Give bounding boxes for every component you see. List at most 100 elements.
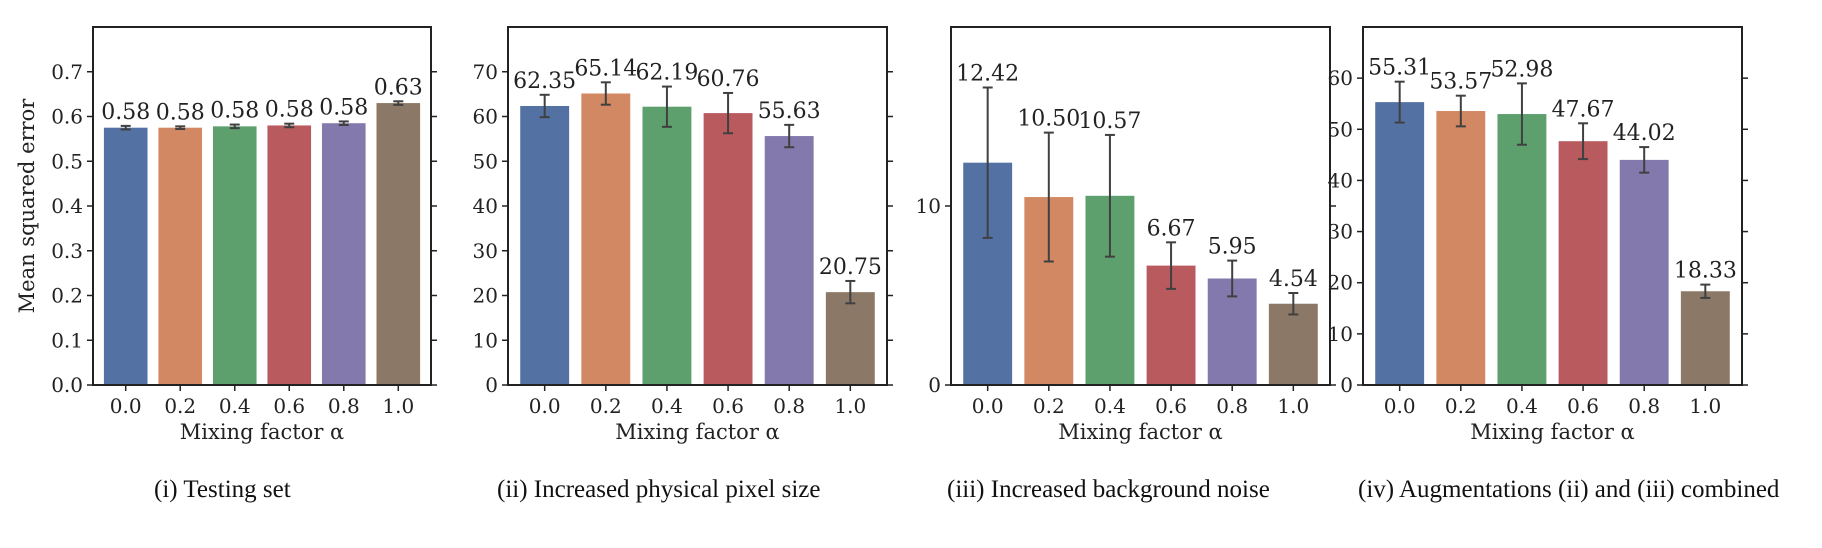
y-tick-label: 30: [1328, 220, 1353, 244]
axes-frame: [950, 26, 1331, 386]
chart-panel-3: 12.42 0.0 10.50 0.2 10.57 0.4 6.67 0.6 5.95 0.8 4.…: [916, 26, 1336, 444]
x-tick-label: 0.4: [1506, 394, 1538, 418]
y-tick-label: 0.7: [51, 60, 83, 84]
bar: [1558, 141, 1608, 385]
x-tick-label: 0.2: [1033, 394, 1065, 418]
bar: [520, 105, 570, 385]
x-tick-label: 0.2: [1445, 394, 1477, 418]
y-tick-label: 20: [473, 284, 498, 308]
data-label: 0.58: [265, 98, 314, 123]
data-label: 18.33: [1674, 259, 1737, 284]
data-label: 5.95: [1208, 235, 1257, 260]
x-tick-label: 0.6: [1155, 394, 1187, 418]
bar: [212, 126, 257, 385]
y-tick-label: 60: [1328, 66, 1353, 90]
x-axis-label: Mixing factor α: [1058, 420, 1222, 444]
y-tick-label: 10: [1328, 322, 1353, 346]
y-tick-label: 0.3: [51, 239, 83, 263]
y-tick-label: 0: [1340, 373, 1353, 397]
chart-panel-4: 55.31 0.0 53.57 0.2 52.98 0.4 47.67 0.6 44.02 0.8…: [1328, 26, 1748, 444]
x-tick-label: 0.2: [164, 394, 196, 418]
bar: [158, 127, 203, 385]
x-tick-label: 0.4: [651, 394, 683, 418]
data-label: 62.19: [635, 61, 698, 86]
axes-frame: [92, 26, 432, 386]
chart-panel-1: 0.58 0.0 0.58 0.2 0.58 0.4 0.58 0.6 0.58 0.8 0.63 1…: [15, 26, 437, 444]
data-label: 0.63: [374, 75, 423, 100]
y-tick-label: 30: [473, 239, 498, 263]
y-tick-label: 60: [473, 105, 498, 129]
data-label: 52.98: [1490, 57, 1553, 82]
x-tick-label: 0.8: [1216, 394, 1248, 418]
y-tick-label: 0.0: [51, 373, 83, 397]
y-tick-label: 50: [473, 149, 498, 173]
caption-iv: (iv) Augmentations (ii) and (iii) combin…: [1358, 476, 1780, 503]
y-tick-label: 0.1: [51, 328, 83, 352]
bar: [825, 292, 875, 385]
data-label: 12.42: [956, 62, 1019, 87]
data-label: 60.76: [697, 67, 760, 92]
y-tick-label: 0.5: [51, 149, 83, 173]
x-tick-label: 1.0: [834, 394, 866, 418]
bar: [703, 113, 753, 385]
bar: [1619, 159, 1669, 385]
y-axis-label: Mean squared error: [15, 98, 39, 314]
y-tick-label: 10: [473, 328, 498, 352]
data-label: 0.58: [319, 95, 368, 120]
x-tick-label: 0.6: [1567, 394, 1599, 418]
bar: [642, 106, 692, 385]
caption-ii: (ii) Increased physical pixel size: [497, 476, 821, 503]
data-label: 0.58: [101, 100, 150, 125]
caption-i: (i) Testing set: [154, 476, 291, 503]
data-label: 53.57: [1429, 70, 1492, 95]
x-tick-label: 0.0: [110, 394, 142, 418]
data-label: 0.58: [156, 100, 205, 125]
y-tick-label: 20: [1328, 271, 1353, 295]
data-label: 10.57: [1078, 109, 1141, 134]
y-tick-label: 0: [928, 373, 941, 397]
x-tick-label: 0.6: [273, 394, 305, 418]
data-label: 20.75: [819, 255, 882, 280]
x-tick-label: 0.8: [328, 394, 360, 418]
y-tick-label: 0.2: [51, 284, 83, 308]
x-tick-label: 1.0: [382, 394, 414, 418]
data-label: 0.58: [210, 99, 259, 124]
y-tick-label: 10: [916, 194, 941, 218]
x-tick-label: 0.4: [1094, 394, 1126, 418]
x-axis-label: Mixing factor α: [1470, 420, 1634, 444]
data-label: 4.54: [1269, 267, 1318, 292]
data-label: 55.63: [758, 99, 821, 124]
x-tick-label: 0.0: [972, 394, 1004, 418]
caption-iii: (iii) Increased background noise: [947, 476, 1270, 503]
x-axis-label: Mixing factor α: [180, 420, 344, 444]
y-tick-label: 0.4: [51, 194, 83, 218]
data-label: 62.35: [513, 69, 576, 94]
x-tick-label: 0.2: [590, 394, 622, 418]
bar: [1497, 114, 1547, 386]
data-label: 47.67: [1552, 97, 1615, 122]
bar: [1268, 303, 1318, 385]
y-tick-label: 50: [1328, 117, 1353, 141]
bar: [581, 93, 631, 385]
x-tick-label: 0.4: [219, 394, 251, 418]
data-label: 55.31: [1368, 56, 1431, 81]
bar: [376, 103, 421, 385]
bar: [1680, 291, 1730, 385]
x-tick-label: 0.8: [773, 394, 805, 418]
axes-frame: [507, 26, 888, 386]
bar: [321, 123, 366, 386]
x-tick-label: 0.0: [1384, 394, 1416, 418]
bar: [764, 136, 814, 385]
y-tick-label: 40: [1328, 168, 1353, 192]
bar: [1436, 111, 1486, 386]
y-tick-label: 40: [473, 194, 498, 218]
bar: [103, 127, 148, 385]
data-label: 10.50: [1017, 107, 1080, 132]
y-tick-label: 0: [485, 373, 498, 397]
data-label: 6.67: [1147, 216, 1196, 241]
x-axis-label: Mixing factor α: [615, 420, 779, 444]
x-tick-label: 0.0: [529, 394, 561, 418]
x-tick-label: 1.0: [1277, 394, 1309, 418]
chart-panel-2: 62.35 0.0 65.14 0.2 62.19 0.4 60.76 0.6 55.63 0.8…: [473, 26, 893, 444]
